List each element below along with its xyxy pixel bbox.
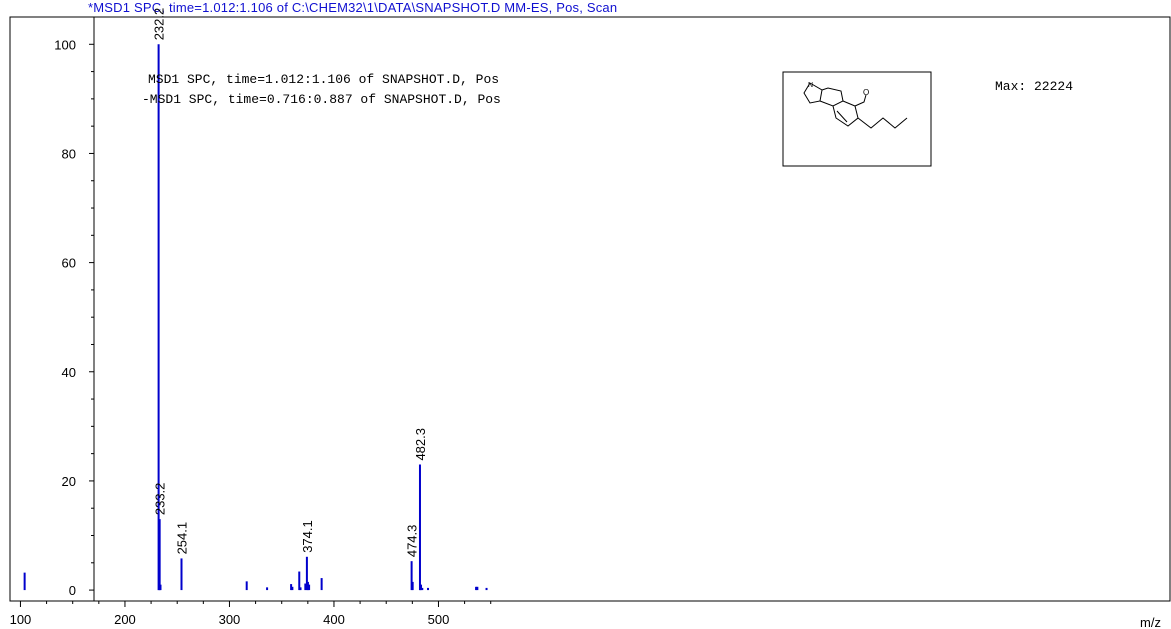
max-intensity-label: Max: 22224	[995, 79, 1073, 94]
y-tick-label-0: 0	[69, 583, 76, 598]
y-tick-label-80: 80	[62, 146, 76, 161]
structure-atom-n: N	[808, 82, 813, 89]
y-tick-label-20: 20	[62, 474, 76, 489]
page-title: *MSD1 SPC, time=1.012:1.106 of C:\CHEM32…	[88, 0, 618, 15]
x-tick-label-400: 400	[323, 612, 345, 627]
peak-label-12: 374.1	[300, 520, 315, 553]
structure-inset: N O	[782, 71, 932, 167]
structure-atom-o: O	[863, 88, 869, 97]
x-axis-label: m/z	[1140, 615, 1161, 629]
legend-line-1: MSD1 SPC, time=1.012:1.106 of SNAPSHOT.D…	[148, 72, 499, 87]
peak-label-18: 482.3	[413, 428, 428, 461]
peak-label-4: 254.1	[174, 522, 189, 555]
x-tick-label-200: 200	[114, 612, 136, 627]
peak-label-2: 233.2	[153, 483, 168, 516]
x-tick-label-100: 100	[10, 612, 32, 627]
x-tick-label-500: 500	[428, 612, 450, 627]
y-tick-label-40: 40	[62, 365, 76, 380]
peak-label-1: 232.2	[152, 8, 167, 41]
molecule-structure-image	[803, 82, 908, 129]
y-tick-label-60: 60	[62, 256, 76, 271]
x-tick-label-300: 300	[219, 612, 241, 627]
y-tick-label-100: 100	[54, 37, 76, 52]
peak-label-16: 474.3	[405, 525, 420, 558]
legend-line-2: -MSD1 SPC, time=0.716:0.887 of SNAPSHOT.…	[142, 92, 501, 107]
